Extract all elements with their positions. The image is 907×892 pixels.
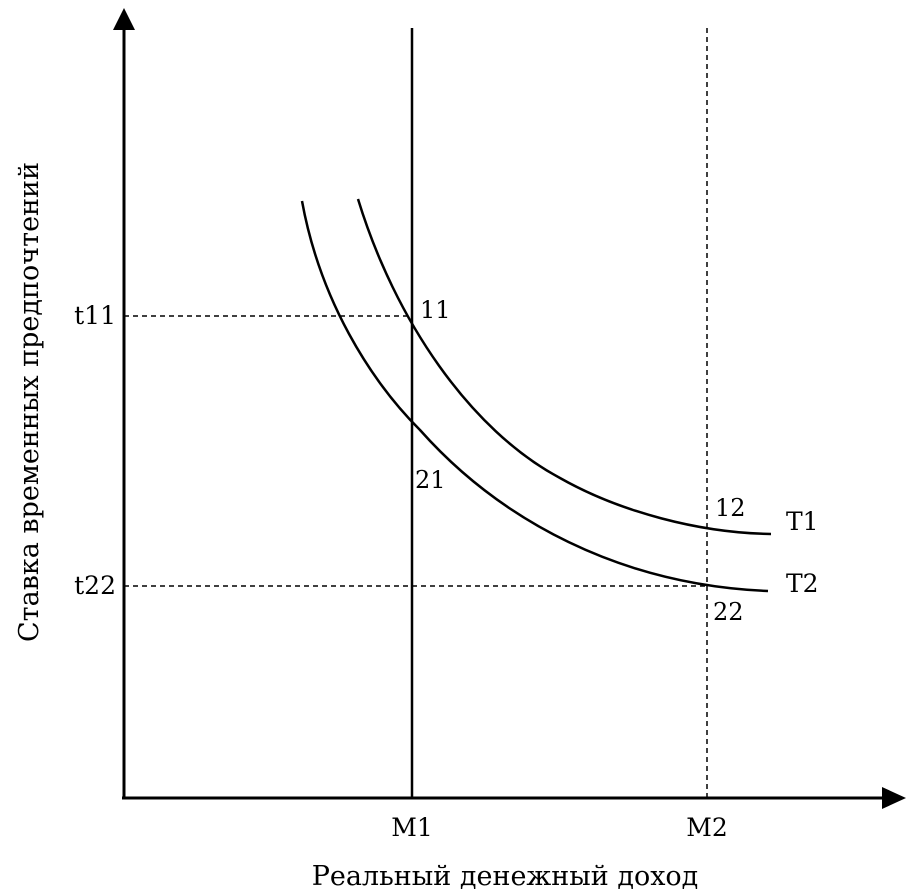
y-axis-arrow — [113, 8, 135, 30]
point-label-22: 22 — [713, 598, 744, 626]
curve-label-t1: T1 — [786, 507, 819, 536]
point-label-11: 11 — [420, 296, 451, 324]
y-axis-title: Ставка временных предпочтений — [14, 162, 45, 642]
x-tick-m1: M1 — [391, 813, 433, 842]
curve-label-t2: T2 — [786, 569, 819, 598]
point-label-21: 21 — [415, 466, 446, 494]
x-tick-m2: M2 — [686, 813, 728, 842]
y-tick-t11: t11 — [74, 301, 116, 330]
point-label-12: 12 — [715, 494, 746, 522]
x-axis-title: Реальный денежный доход — [312, 861, 699, 892]
x-axis-arrow — [882, 787, 906, 809]
curve-t2 — [300, 200, 769, 593]
curve-t1 — [356, 198, 772, 536]
y-tick-t22: t22 — [74, 571, 116, 600]
